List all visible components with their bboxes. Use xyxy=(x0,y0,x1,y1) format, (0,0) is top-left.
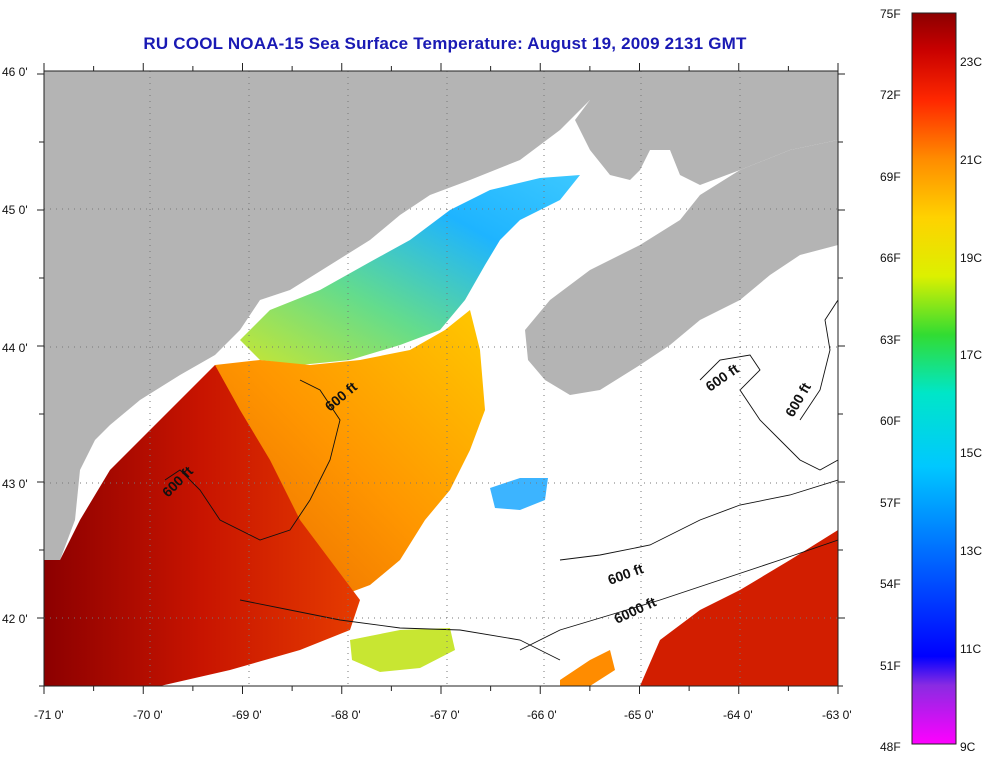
cb-c-label: 23C xyxy=(960,55,982,69)
sst-warm-zone xyxy=(44,365,360,686)
cb-f-label: 48F xyxy=(880,740,901,754)
lat-label: 43 0' xyxy=(2,477,28,491)
lon-label: -71 0' xyxy=(34,708,64,722)
cb-c-label: 9C xyxy=(960,740,976,754)
axis-ticks xyxy=(37,63,845,694)
lat-label: 45 0' xyxy=(2,203,28,217)
cb-c-label: 19C xyxy=(960,251,982,265)
lon-label: -65 0' xyxy=(624,708,654,722)
colorbar-celsius-labels: 23C 21C 19C 17C 15C 13C 11C 9C xyxy=(960,55,982,754)
lat-lon-grid xyxy=(44,71,838,686)
lat-label: 46 0' xyxy=(2,65,28,79)
sst-yellow-patch xyxy=(350,628,455,672)
colorbar-gradient xyxy=(911,12,957,745)
lat-label: 44 0' xyxy=(2,341,28,355)
cb-c-label: 17C xyxy=(960,348,982,362)
cb-f-label: 75F xyxy=(880,7,901,21)
lon-label: -66 0' xyxy=(527,708,557,722)
longitude-axis: -71 0' -70 0' -69 0' -68 0' -67 0' -66 0… xyxy=(34,708,852,722)
lon-label: -63 0' xyxy=(822,708,852,722)
land-new-brunswick xyxy=(575,71,838,185)
lon-label: -68 0' xyxy=(331,708,361,722)
cb-c-label: 21C xyxy=(960,153,982,167)
cb-f-label: 60F xyxy=(880,414,901,428)
bathymetry-contours xyxy=(164,299,838,661)
lon-label: -67 0' xyxy=(430,708,460,722)
lon-label: -64 0' xyxy=(723,708,753,722)
cb-c-label: 11C xyxy=(960,642,981,656)
latitude-axis: 46 0' 45 0' 44 0' 43 0' 42 0' xyxy=(2,65,28,626)
cb-c-label: 15C xyxy=(960,446,982,460)
cb-f-label: 51F xyxy=(880,659,901,673)
lat-label: 42 0' xyxy=(2,612,28,626)
sst-cool-zone xyxy=(240,175,580,365)
land-new-england xyxy=(44,71,600,610)
cb-c-label: 13C xyxy=(960,544,982,558)
sst-blue-patch xyxy=(490,478,548,510)
cb-f-label: 66F xyxy=(880,251,901,265)
map-title: RU COOL NOAA-15 Sea Surface Temperature:… xyxy=(143,34,747,53)
land-pei-area xyxy=(700,71,838,110)
cb-f-label: 69F xyxy=(880,170,901,184)
land-nova-scotia xyxy=(525,140,838,395)
colorbar-fahrenheit-labels: 75F 72F 69F 66F 63F 60F 57F 54F 51F 48F xyxy=(880,7,901,754)
cb-f-label: 54F xyxy=(880,577,901,591)
lon-label: -70 0' xyxy=(133,708,163,722)
cb-f-label: 63F xyxy=(880,333,901,347)
cb-f-label: 72F xyxy=(880,88,901,102)
colorbar: 75F 72F 69F 66F 63F 60F 57F 54F 51F 48F … xyxy=(880,7,982,754)
lon-label: -69 0' xyxy=(232,708,262,722)
sst-orange-patch xyxy=(560,650,615,686)
cb-f-label: 57F xyxy=(880,496,901,510)
map-panel: 600 ft 600 ft 600 ft 600 ft 600 ft 6000 … xyxy=(44,71,838,686)
sst-warm-offshore xyxy=(640,530,838,686)
